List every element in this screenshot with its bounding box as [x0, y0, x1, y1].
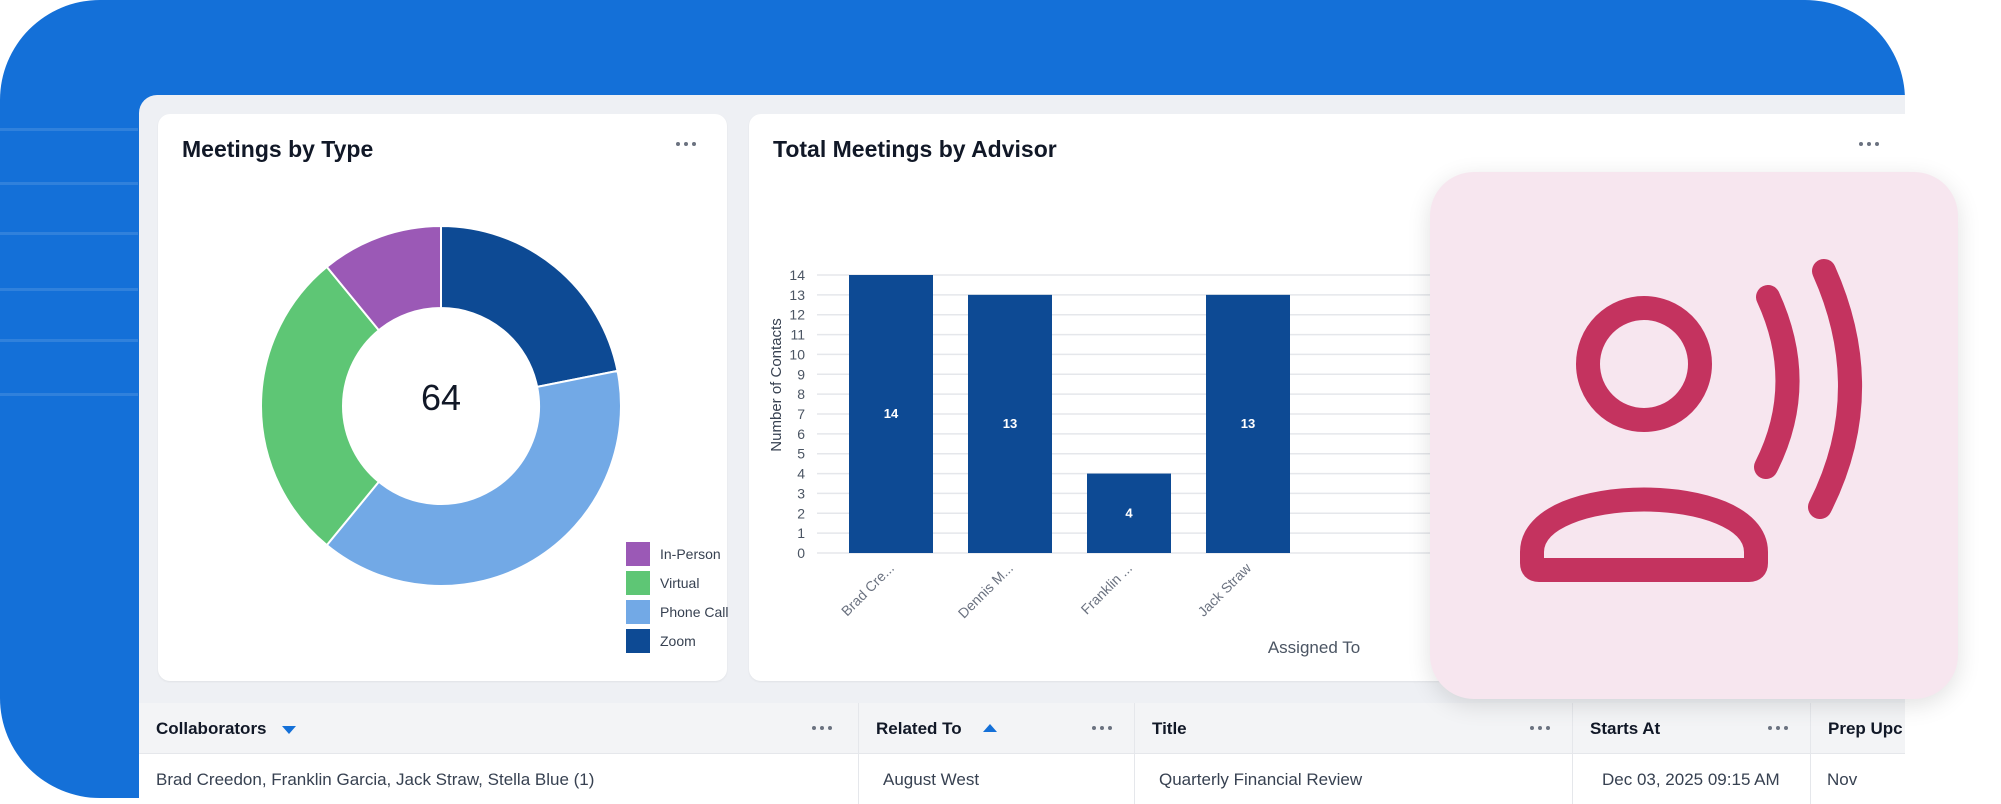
cell-text: Brad Creedon, Franklin Garcia, Jack Stra…: [156, 770, 595, 789]
cell-related-to[interactable]: August West: [859, 754, 1135, 804]
cell-text: Quarterly Financial Review: [1159, 770, 1363, 789]
x-tick-label: Jack Straw: [1194, 559, 1254, 619]
x-tick-label: Brad Cre...: [838, 560, 897, 619]
cell-collaborators: Brad Creedon, Franklin Garcia, Jack Stra…: [139, 754, 859, 804]
cell-title[interactable]: Quarterly Financial Review: [1135, 754, 1573, 804]
sort-desc-icon[interactable]: [282, 726, 296, 734]
user-voice-icon: [1520, 259, 1862, 582]
more-horizontal-icon[interactable]: [1768, 726, 1790, 732]
legend-swatch: [626, 600, 650, 624]
bar-data-label: 4: [1125, 505, 1133, 520]
cell-starts-at: Dec 03, 2025 09:15 AM: [1573, 754, 1811, 804]
donut-slice-in-person[interactable]: [325, 224, 442, 332]
bar-data-label: 13: [1003, 416, 1017, 431]
sort-asc-icon[interactable]: [983, 724, 997, 732]
y-tick-label: 1: [797, 525, 805, 541]
card-title: Total Meetings by Advisor: [773, 136, 1057, 162]
x-tick-label: Dennis M...: [955, 560, 1016, 621]
legend-label: Virtual: [660, 575, 700, 591]
legend-swatch: [626, 542, 650, 566]
donut-total: 64: [421, 377, 461, 418]
decor-stripe: [0, 393, 138, 396]
more-horizontal-icon[interactable]: [676, 142, 698, 148]
legend-label: In-Person: [660, 546, 721, 562]
y-tick-label: 3: [797, 485, 805, 501]
column-label: Related To: [876, 719, 962, 738]
donut-slice-zoom[interactable]: [440, 224, 619, 389]
cell-prep-upcoming: Nov: [1811, 754, 1905, 804]
y-axis-label: Number of Contacts: [768, 318, 785, 451]
column-label: Collaborators: [156, 719, 267, 738]
cell-text: Nov: [1827, 770, 1858, 789]
legend-swatch: [626, 629, 650, 653]
table-header: Collaborators Related To Title Starts At…: [139, 703, 1905, 754]
column-header-prep-upcoming[interactable]: Prep Upc: [1811, 703, 1905, 753]
y-tick-label: 11: [790, 327, 805, 343]
column-label: Starts At: [1590, 719, 1661, 738]
y-tick-label: 12: [789, 307, 805, 323]
y-tick-label: 10: [789, 346, 805, 362]
donut-chart: 64: [260, 224, 622, 587]
legend-swatch: [626, 571, 650, 595]
y-tick-label: 9: [797, 366, 805, 382]
y-tick-label: 8: [797, 386, 805, 402]
x-tick-label: Franklin ...: [1078, 560, 1136, 618]
bar[interactable]: [1087, 473, 1171, 553]
column-header-title[interactable]: Title: [1135, 703, 1573, 753]
more-horizontal-icon[interactable]: [1859, 142, 1881, 148]
dashboard-panel: Meetings by Type 64 In-Person Virtual Ph…: [139, 95, 1905, 804]
bar-data-label: 13: [1241, 416, 1255, 431]
more-horizontal-icon[interactable]: [1530, 726, 1552, 732]
cell-text: Dec 03, 2025 09:15 AM: [1602, 770, 1780, 789]
donut-slice-phone-call[interactable]: [325, 369, 622, 587]
y-tick-label: 6: [797, 426, 805, 442]
table-row[interactable]: Brad Creedon, Franklin Garcia, Jack Stra…: [139, 754, 1905, 804]
bar[interactable]: [968, 294, 1052, 553]
decor-stripe: [0, 128, 138, 131]
column-label: Title: [1152, 719, 1187, 738]
column-label: Prep Upc: [1828, 719, 1903, 738]
voice-user-tile: [1430, 172, 1958, 699]
card-title: Meetings by Type: [182, 136, 374, 162]
more-horizontal-icon[interactable]: [812, 726, 834, 732]
more-horizontal-icon[interactable]: [1092, 726, 1114, 732]
y-tick-label: 5: [797, 446, 805, 462]
y-tick-label: 14: [789, 267, 805, 283]
legend-label: Phone Call: [660, 604, 729, 620]
bar[interactable]: [1206, 294, 1290, 553]
y-tick-label: 13: [789, 287, 805, 303]
cell-text: August West: [883, 770, 980, 789]
decor-stripe: [0, 232, 138, 235]
decor-stripe: [0, 288, 138, 291]
column-header-collaborators[interactable]: Collaborators: [139, 703, 859, 753]
donut-slice-virtual[interactable]: [260, 265, 381, 547]
x-axis-label: Assigned To: [1268, 638, 1360, 657]
meetings-by-type-card: Meetings by Type 64 In-Person Virtual Ph…: [158, 114, 729, 681]
bar[interactable]: [849, 275, 933, 553]
y-tick-label: 4: [797, 466, 805, 482]
decor-stripe: [0, 182, 138, 185]
decor-stripe: [0, 339, 138, 342]
legend-label: Zoom: [660, 633, 696, 649]
y-tick-label: 0: [797, 545, 805, 561]
column-header-related-to[interactable]: Related To: [859, 703, 1135, 753]
bar-data-label: 14: [884, 406, 899, 421]
meetings-table: Collaborators Related To Title Starts At…: [139, 703, 1905, 804]
y-tick-label: 2: [797, 505, 805, 521]
y-tick-label: 7: [797, 406, 805, 422]
column-header-starts-at[interactable]: Starts At: [1573, 703, 1811, 753]
